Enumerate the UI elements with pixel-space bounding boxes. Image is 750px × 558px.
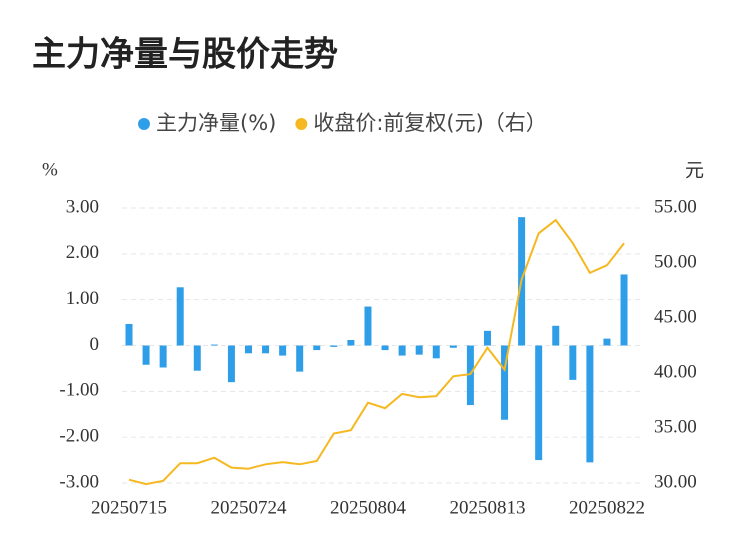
- bar: [262, 345, 270, 354]
- x-tick-label: 20250804: [330, 497, 407, 518]
- bar: [296, 345, 304, 372]
- bar: [381, 345, 389, 351]
- bar: [159, 345, 167, 368]
- chart-title: 主力净量与股价走势: [32, 35, 338, 75]
- bar: [501, 345, 509, 420]
- bar: [620, 274, 628, 346]
- price-line: [128, 218, 625, 486]
- y2-axis-label: 元: [685, 160, 704, 182]
- x-tick-label: 20250724: [210, 497, 287, 518]
- bar: [244, 345, 252, 354]
- x-tick-label: 20250822: [569, 497, 645, 518]
- bar: [415, 345, 423, 355]
- legend-marker: [295, 118, 308, 130]
- bar: [347, 340, 355, 346]
- y-tick-label: -1.00: [59, 380, 99, 401]
- y-tick-label: 0: [90, 334, 100, 355]
- y-tick-label: -2.00: [59, 426, 99, 447]
- bar: [210, 344, 218, 346]
- y-tick-label: -3.00: [59, 471, 99, 492]
- legend-label: 收盘价:前复权(元)（右）: [313, 111, 546, 135]
- bar: [483, 330, 491, 346]
- bar: [176, 287, 184, 346]
- bar: [552, 325, 560, 346]
- bar: [535, 345, 543, 461]
- bar: [364, 306, 372, 346]
- bar: [569, 345, 577, 380]
- y2-tick-label: 45.00: [654, 306, 697, 327]
- y-tick-label: 2.00: [66, 242, 99, 263]
- y2-tick-label: 55.00: [654, 196, 697, 217]
- y2-tick-label: 50.00: [654, 251, 697, 272]
- bar: [449, 345, 457, 348]
- y2-tick-label: 30.00: [654, 471, 697, 492]
- bar: [432, 345, 440, 359]
- bar: [398, 345, 406, 356]
- y2-tick-label: 35.00: [654, 416, 697, 437]
- bar: [193, 345, 201, 371]
- bar: [466, 345, 474, 406]
- bar: [125, 323, 133, 346]
- x-tick-label: 20250813: [449, 497, 525, 518]
- x-tick-label: 20250715: [91, 497, 167, 518]
- y-tick-label: 3.00: [66, 196, 99, 217]
- bar: [313, 345, 321, 351]
- bar: [279, 345, 287, 356]
- bar: [330, 345, 338, 347]
- bar: [227, 345, 235, 383]
- y-tick-label: 1.00: [66, 288, 99, 309]
- bar: [603, 338, 611, 346]
- bar: [142, 345, 150, 365]
- legend-marker: [138, 118, 150, 130]
- y2-tick-label: 40.00: [654, 361, 697, 382]
- legend-label: 主力净量(%): [156, 111, 276, 135]
- bar: [586, 345, 594, 463]
- y-axis-label: %: [42, 159, 58, 180]
